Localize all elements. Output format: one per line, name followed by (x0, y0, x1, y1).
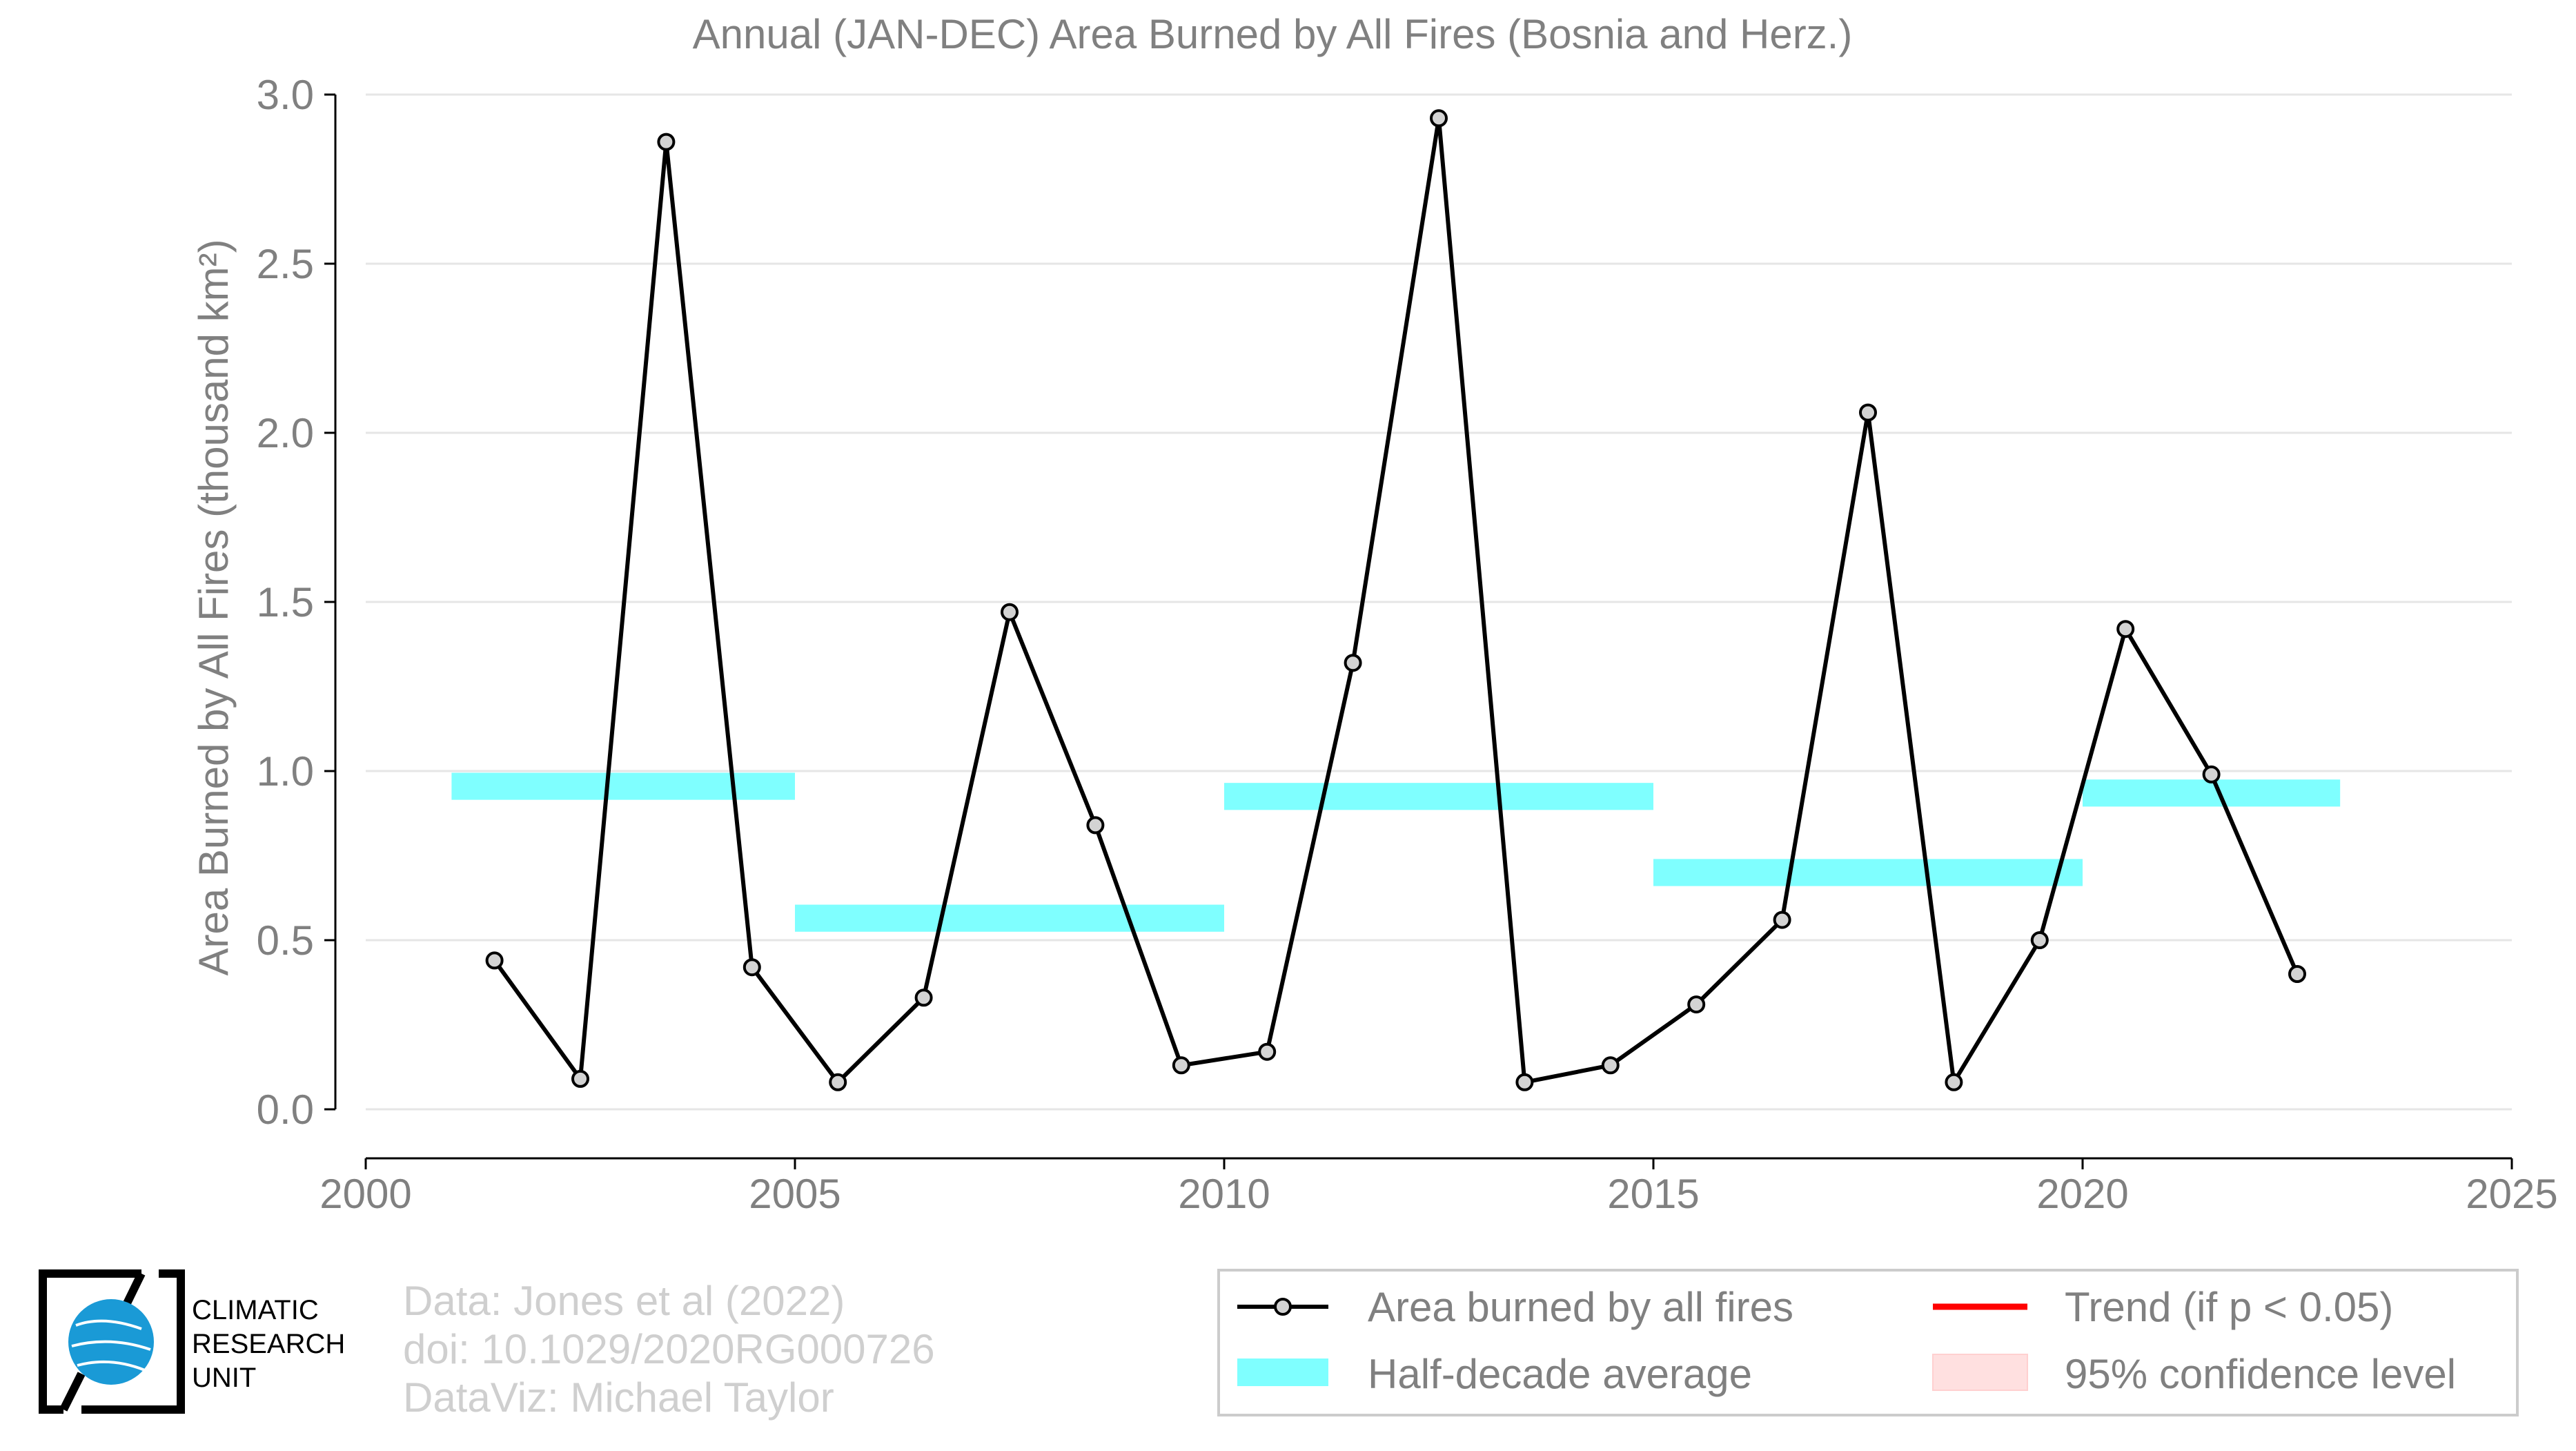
data-point (914, 989, 933, 1007)
legend-average-swatch (1237, 1359, 1328, 1386)
y-tick-label: 1.0 (257, 748, 314, 795)
data-point (485, 951, 504, 970)
logo-text-line3: UNIT (192, 1363, 257, 1393)
legend-marker-swatch (1274, 1298, 1292, 1316)
legend-label-series: Area burned by all fires (1368, 1284, 1793, 1330)
data-point (1172, 1056, 1190, 1075)
y-tick-label: 0.0 (257, 1087, 314, 1133)
data-point (829, 1073, 847, 1091)
logo-slash-bottom (59, 1372, 86, 1412)
data-point (1601, 1056, 1620, 1075)
x-tick-label: 2005 (749, 1171, 840, 1217)
data-point (1773, 910, 1791, 929)
logo-text-line2: RESEARCH (192, 1329, 346, 1359)
credit-doi: doi: 10.1029/2020RG000726 (403, 1326, 935, 1372)
half-decade-average-bar (2083, 779, 2341, 807)
x-tick-label: 2025 (2466, 1171, 2557, 1217)
data-point (2202, 765, 2221, 783)
data-point (1687, 995, 1706, 1014)
cru-logo (39, 1269, 185, 1414)
data-point (571, 1069, 589, 1088)
legend-label-confidence: 95% confidence level (2065, 1351, 2456, 1397)
x-tick-label: 2010 (1178, 1171, 1270, 1217)
data-point (657, 133, 676, 151)
legend: Area burned by all fires Trend (if p < 0… (1217, 1269, 2519, 1416)
half-decade-average-bar (451, 772, 795, 800)
logo-bracket-left (39, 1269, 141, 1414)
x-tick-label: 2000 (319, 1171, 411, 1217)
data-point (743, 958, 761, 977)
data-point (1430, 109, 1448, 128)
x-tick-labels: 2000 2005 2010 2015 2020 2025 (319, 1158, 2558, 1217)
logo-bracket-right (81, 1269, 185, 1414)
x-tick-label: 2015 (1607, 1171, 1699, 1217)
y-tick-label: 2.5 (257, 241, 314, 287)
y-tick-label: 2.0 (257, 410, 314, 456)
data-point (1515, 1073, 1534, 1091)
y-axis-label: Area Burned by All Fires (thousand km²) (190, 239, 237, 975)
data-point (2116, 620, 2135, 639)
y-tick-label: 1.5 (257, 579, 314, 625)
globe-swirl-icon (71, 1319, 151, 1372)
y-tick-labels: 0.0 0.5 1.0 1.5 2.0 2.5 3.0 (257, 72, 335, 1133)
legend-label-trend: Trend (if p < 0.05) (2065, 1284, 2393, 1330)
data-point (1945, 1073, 1963, 1091)
legend-box (1217, 1269, 2519, 1416)
half-decade-average-bars (451, 772, 2341, 932)
legend-label-average: Half-decade average (1368, 1351, 1752, 1397)
credit-dataviz: DataViz: Michael Taylor (403, 1374, 834, 1421)
data-point (1086, 816, 1105, 835)
logo-slash-top (122, 1272, 146, 1307)
series-line (493, 116, 2299, 1084)
logo-text-line1: CLIMATIC (192, 1295, 319, 1325)
half-decade-average-bar (1224, 783, 1653, 810)
axes (334, 95, 2512, 1160)
data-point (1344, 654, 1362, 672)
data-point (2288, 965, 2306, 983)
data-point (2030, 931, 2049, 949)
series-area-burned (485, 109, 2306, 1091)
grid-lines (366, 93, 2512, 1111)
data-point (1001, 603, 1019, 621)
y-tick-label: 3.0 (257, 72, 314, 118)
legend-confidence-swatch (1932, 1354, 2028, 1391)
half-decade-average-bar (795, 904, 1224, 932)
y-tick-label: 0.5 (257, 917, 314, 964)
half-decade-average-bar (1653, 859, 2083, 886)
credit-data: Data: Jones et al (2022) (403, 1278, 845, 1324)
x-tick-label: 2020 (2036, 1171, 2128, 1217)
data-point (1258, 1042, 1277, 1061)
data-point (1859, 403, 1877, 422)
chart-title: Annual (JAN-DEC) Area Burned by All Fire… (693, 11, 1853, 57)
